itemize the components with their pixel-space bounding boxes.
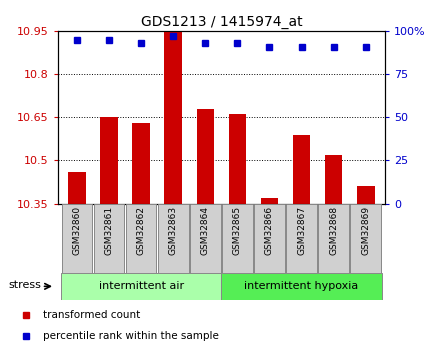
Text: GSM32866: GSM32866	[265, 206, 274, 255]
FancyBboxPatch shape	[158, 204, 189, 273]
FancyBboxPatch shape	[318, 204, 349, 273]
Bar	[261, 198, 278, 204]
Text: GSM32868: GSM32868	[329, 206, 338, 255]
Bar	[197, 109, 214, 204]
Bar	[133, 123, 150, 204]
Text: GSM32862: GSM32862	[137, 206, 146, 255]
FancyBboxPatch shape	[126, 204, 157, 273]
FancyBboxPatch shape	[190, 204, 221, 273]
Text: stress: stress	[9, 280, 41, 290]
Text: GSM32863: GSM32863	[169, 206, 178, 255]
FancyBboxPatch shape	[94, 204, 125, 273]
FancyBboxPatch shape	[62, 204, 92, 273]
Bar	[165, 31, 182, 204]
Text: percentile rank within the sample: percentile rank within the sample	[43, 331, 219, 341]
FancyBboxPatch shape	[222, 204, 253, 273]
FancyBboxPatch shape	[61, 273, 222, 300]
Text: GSM32860: GSM32860	[73, 206, 81, 255]
Text: intermittent hypoxia: intermittent hypoxia	[244, 282, 359, 291]
FancyBboxPatch shape	[286, 204, 317, 273]
Text: intermittent air: intermittent air	[99, 282, 184, 291]
Title: GDS1213 / 1415974_at: GDS1213 / 1415974_at	[141, 14, 302, 29]
Text: GSM32864: GSM32864	[201, 206, 210, 255]
FancyBboxPatch shape	[254, 204, 285, 273]
Bar	[293, 135, 310, 204]
FancyBboxPatch shape	[351, 204, 381, 273]
Bar	[100, 117, 118, 204]
Bar	[68, 172, 86, 204]
Text: GSM32861: GSM32861	[105, 206, 113, 255]
FancyBboxPatch shape	[222, 273, 382, 300]
Bar	[229, 115, 246, 204]
Text: GSM32865: GSM32865	[233, 206, 242, 255]
Bar	[357, 186, 375, 204]
Text: GSM32867: GSM32867	[297, 206, 306, 255]
Text: transformed count: transformed count	[43, 310, 140, 320]
Text: GSM32869: GSM32869	[361, 206, 370, 255]
Bar	[325, 155, 343, 204]
